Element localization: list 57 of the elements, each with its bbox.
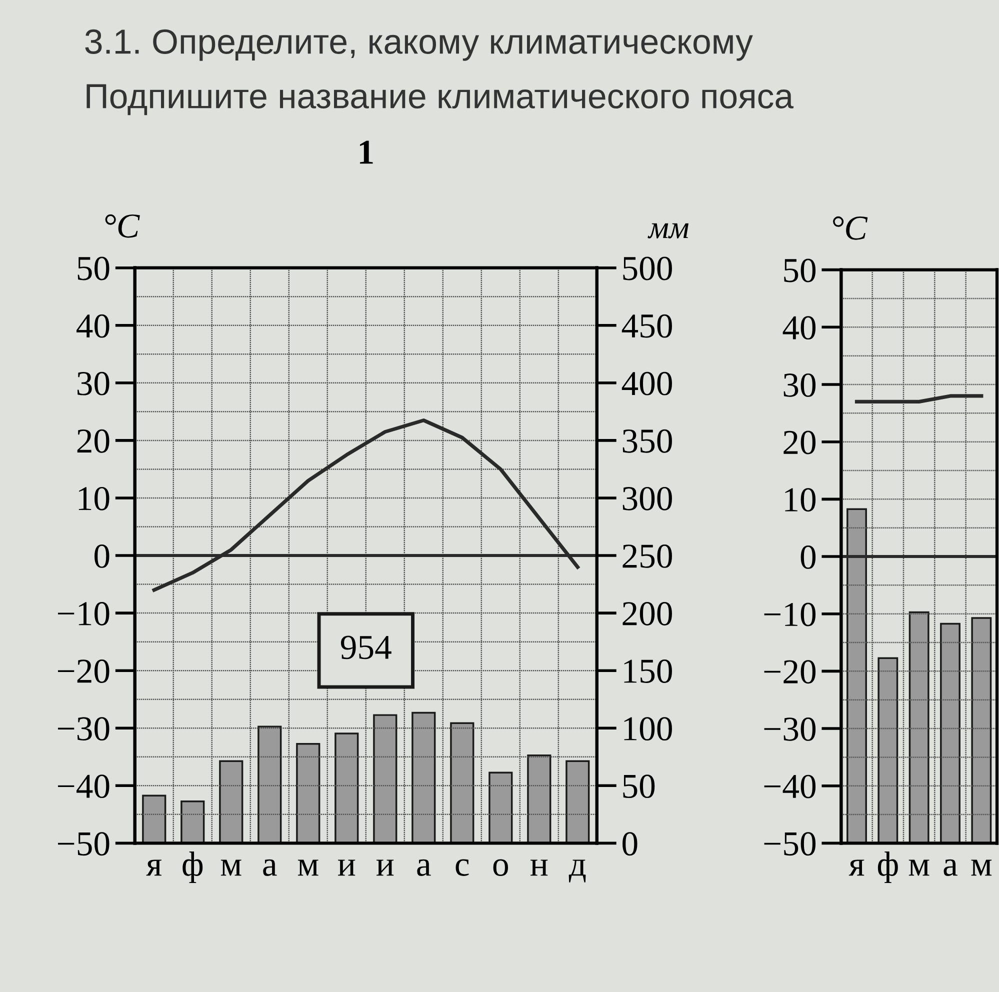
x-tick-label: а <box>417 859 431 876</box>
y2-tick-label: 300 <box>622 486 672 510</box>
x-tick-label: м <box>220 860 242 876</box>
x-tick-label: я <box>848 860 864 876</box>
x-tick-label: а <box>263 859 277 876</box>
annotation: 954 <box>340 636 392 660</box>
y-tick-label: −10 <box>58 602 110 626</box>
x-tick-label: ф <box>878 852 898 884</box>
x-tick-label: а <box>944 859 958 876</box>
y-tick-label: 0 <box>800 545 816 569</box>
y-tick-label: 40 <box>76 314 110 338</box>
y-tick-label: −30 <box>58 717 110 741</box>
x-tick-label: и <box>338 860 356 876</box>
y-tick-label: 50 <box>78 256 110 280</box>
y-tick-label: −20 <box>764 660 816 684</box>
y-tick-label: −20 <box>58 660 110 683</box>
x-tick-label: ф <box>182 852 203 884</box>
y-tick-label: 20 <box>784 430 816 454</box>
x-tick-label: м <box>971 860 992 876</box>
y-tick-label: 0 <box>94 544 110 568</box>
x-tick-label: н <box>530 860 548 876</box>
y2-tick-label: 250 <box>622 544 672 568</box>
y2-tick-label: 500 <box>623 256 672 280</box>
x-tick-label: м <box>298 860 318 876</box>
y-tick-label: −40 <box>58 774 110 798</box>
text: 3.1. Определите, какому климатическому <box>85 29 753 61</box>
y-tick-label: −50 <box>764 832 816 856</box>
y-tick-label: −30 <box>764 717 816 741</box>
y2-tick-label: 50 <box>623 774 655 798</box>
y2-axis-title: мм <box>648 223 689 238</box>
y-tick-label: −40 <box>764 774 816 798</box>
x-tick-label: м <box>908 860 930 876</box>
x-tick-label: я <box>146 860 162 876</box>
text: Подпишите название климатического пояса <box>86 84 794 116</box>
y-tick-label: 10 <box>785 488 816 512</box>
y2-tick-label: 450 <box>622 314 672 338</box>
y-axis-title: °C <box>833 216 868 240</box>
y-tick-label: 30 <box>77 372 110 396</box>
y2-tick-label: 100 <box>624 717 672 741</box>
y2-tick-label: 400 <box>622 372 672 396</box>
y-tick-label: 30 <box>784 373 816 397</box>
x-tick-label: и <box>376 860 394 876</box>
y-tick-label: −10 <box>764 602 816 626</box>
y-tick-label: 40 <box>782 316 816 340</box>
y-tick-label: −50 <box>58 832 110 856</box>
x-tick-label: д <box>568 860 586 882</box>
x-tick-label: о <box>493 859 508 876</box>
y-tick-label: 20 <box>77 429 110 453</box>
y2-tick-label: 0 <box>622 832 638 856</box>
x-tick-label: с <box>456 859 469 876</box>
y2-tick-label: 150 <box>624 660 672 683</box>
y-axis-title: °C <box>105 214 140 238</box>
y2-tick-label: 200 <box>622 602 672 626</box>
chart-title: 1 <box>360 140 373 164</box>
y-tick-label: 10 <box>78 486 110 510</box>
y-tick-label: 50 <box>784 258 816 282</box>
y2-tick-label: 350 <box>622 429 672 453</box>
